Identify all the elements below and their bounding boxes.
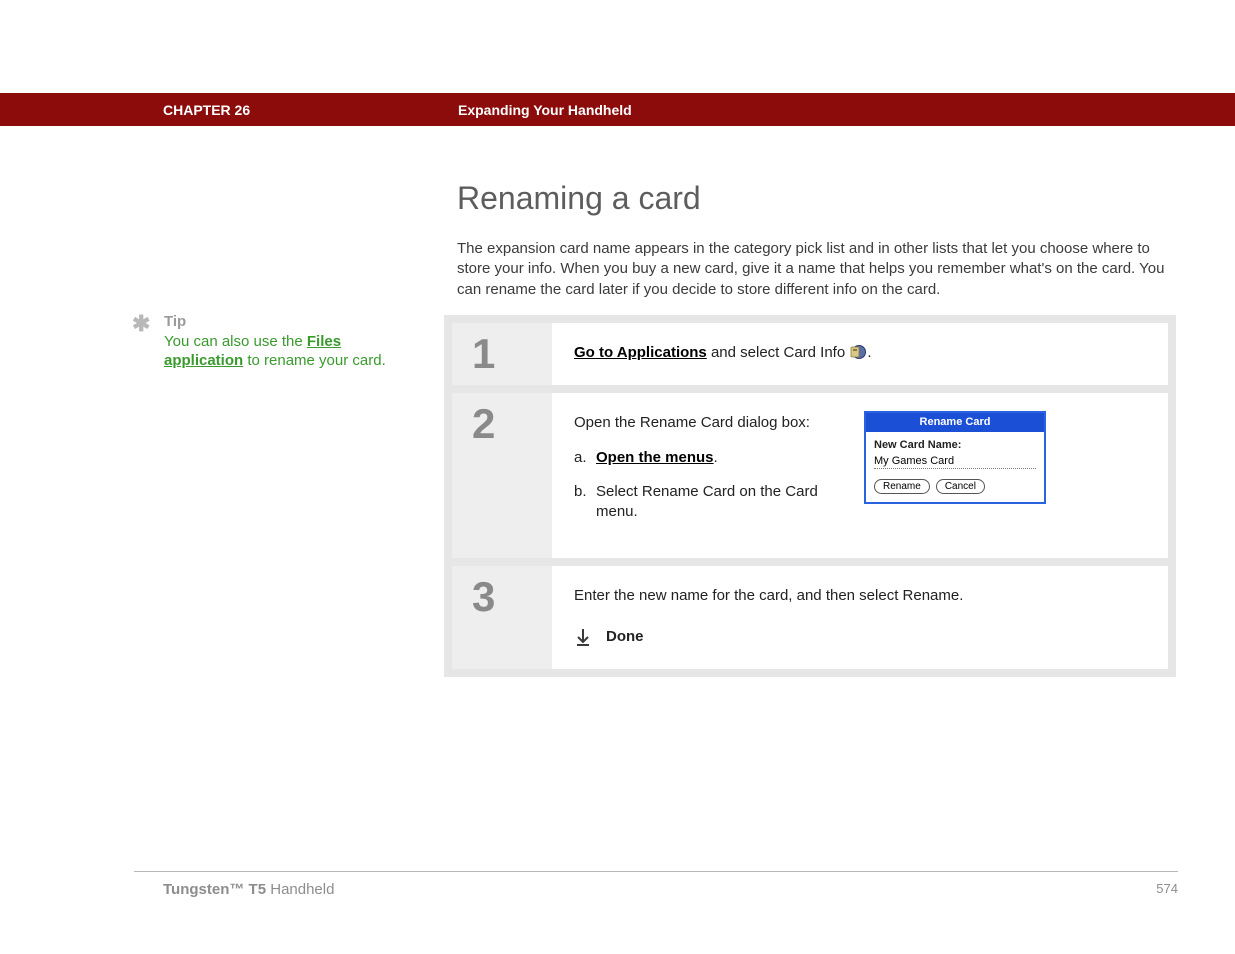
- done-label: Done: [606, 627, 644, 647]
- step-number: 2: [472, 403, 495, 445]
- dialog-button-row: Rename Cancel: [874, 479, 1036, 494]
- header-bar: CHAPTER 26 Expanding Your Handheld: [0, 93, 1235, 126]
- done-arrow-icon: [574, 628, 592, 646]
- new-card-name-input[interactable]: [874, 454, 1036, 469]
- dialog-title: Rename Card: [866, 413, 1044, 432]
- step-row: 3 Enter the new name for the card, and t…: [452, 566, 1168, 669]
- footer: Tungsten™ T5 Handheld 574: [163, 881, 1178, 898]
- footer-product: Tungsten™ T5 Handheld: [163, 881, 334, 898]
- step-number: 3: [472, 576, 495, 618]
- footer-page-number: 574: [1156, 881, 1178, 898]
- page-heading: Renaming a card: [457, 180, 1171, 217]
- step-number: 1: [472, 333, 495, 375]
- step1-text-after: and select Card Info: [707, 344, 850, 361]
- footer-rule: [134, 871, 1178, 872]
- substep-b: b. Select Rename Card on the Card menu.: [574, 482, 824, 523]
- card-info-icon: [849, 344, 867, 360]
- substep-a: a. Open the menus.: [574, 448, 824, 468]
- step-row: 2 Open the Rename Card dialog box: a. Op…: [452, 393, 1168, 558]
- footer-product-rest: Handheld: [266, 881, 334, 898]
- step2-text-block: Open the Rename Card dialog box: a. Open…: [574, 413, 824, 536]
- step2-lead: Open the Rename Card dialog box:: [574, 413, 824, 433]
- tip-text-post: to rename your card.: [243, 352, 386, 369]
- substep-letter: a.: [574, 448, 587, 468]
- step2-sublist: a. Open the menus. b. Select Rename Card…: [574, 448, 824, 523]
- intro-paragraph: The expansion card name appears in the c…: [457, 239, 1171, 300]
- link-go-to-applications[interactable]: Go to Applications: [574, 344, 707, 361]
- tip-asterisk-icon: ✱: [132, 310, 150, 339]
- step-number-cell: 3: [452, 566, 552, 669]
- rename-button[interactable]: Rename: [874, 479, 930, 494]
- step-content: Go to Applications and select Card Info …: [552, 323, 1168, 385]
- tip-block: ✱ Tip You can also use the Files applica…: [134, 312, 416, 371]
- main-column: Renaming a card The expansion card name …: [457, 180, 1171, 300]
- link-open-the-menus[interactable]: Open the menus: [596, 449, 714, 466]
- step3-text: Enter the new name for the card, and the…: [574, 586, 1146, 606]
- rename-card-dialog: Rename Card New Card Name: Rename Cancel: [864, 411, 1046, 504]
- tip-text-pre: You can also use the: [164, 333, 307, 350]
- step-number-cell: 1: [452, 323, 552, 385]
- substep-a-after: .: [714, 449, 718, 466]
- header-chapter: CHAPTER 26: [163, 102, 250, 118]
- steps-container: 1 Go to Applications and select Card Inf…: [444, 315, 1176, 677]
- step-content: Open the Rename Card dialog box: a. Open…: [552, 393, 1168, 558]
- step-number-cell: 2: [452, 393, 552, 558]
- dialog-body: New Card Name: Rename Cancel: [866, 432, 1044, 502]
- header-section-title: Expanding Your Handheld: [458, 102, 632, 118]
- substep-b-text: Select Rename Card on the Card menu.: [596, 483, 818, 520]
- step-content: Enter the new name for the card, and the…: [552, 566, 1168, 669]
- cancel-button[interactable]: Cancel: [936, 479, 985, 494]
- done-row: Done: [574, 627, 1146, 647]
- tip-body: You can also use the Files application t…: [164, 332, 416, 371]
- footer-product-bold: Tungsten™ T5: [163, 881, 266, 898]
- dialog-field-label: New Card Name:: [874, 438, 1036, 453]
- step-row: 1 Go to Applications and select Card Inf…: [452, 323, 1168, 385]
- tip-label: Tip: [164, 312, 416, 332]
- substep-letter: b.: [574, 482, 587, 502]
- step1-period: .: [867, 344, 871, 361]
